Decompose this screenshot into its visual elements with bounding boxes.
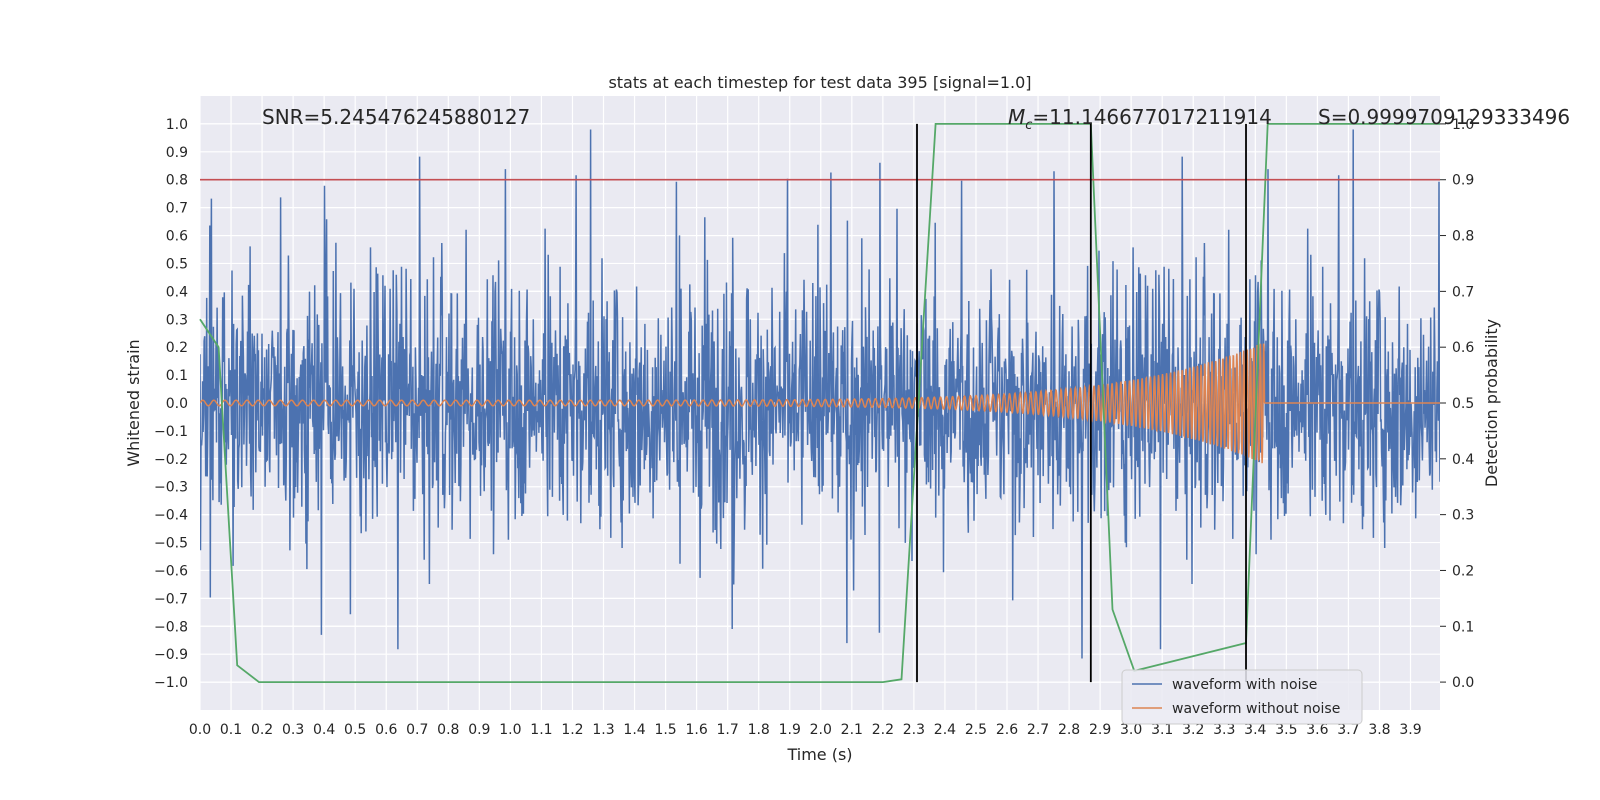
snr-annotation: SNR=5.245476245880127: [262, 105, 530, 129]
y-tick-label: −0.3: [154, 480, 188, 496]
chart-title: stats at each timestep for test data 395…: [608, 73, 1031, 92]
x-tick-label: 1.4: [623, 722, 645, 738]
x-tick-label: 2.7: [1027, 722, 1049, 738]
clean-waveform-line: [200, 343, 1440, 464]
x-tick-label: 2.2: [872, 722, 894, 738]
y-tick-label: 0.5: [166, 256, 188, 272]
y-tick-label: 0.9: [166, 145, 188, 161]
legend-label-noisy: waveform with noise: [1172, 677, 1317, 693]
x-tick-label: 1.9: [779, 722, 801, 738]
y2-tick-label: 0.5: [1452, 396, 1474, 412]
y-tick-label: 0.6: [166, 229, 188, 245]
x-tick-label: 3.8: [1368, 722, 1390, 738]
x-tick-label: 1.1: [530, 722, 552, 738]
legend: waveform with noise waveform without noi…: [1121, 669, 1363, 725]
y2-tick-label: 0.6: [1452, 340, 1474, 356]
x-tick-label: 1.7: [717, 722, 739, 738]
y-tick-label: 0.7: [166, 201, 188, 217]
y-tick-label: −0.1: [154, 424, 188, 440]
legend-label-clean: waveform without noise: [1172, 701, 1340, 717]
y2-tick-label: 0.4: [1452, 452, 1474, 468]
x-tick-label: 0.7: [406, 722, 428, 738]
x-tick-label: 1.5: [654, 722, 676, 738]
chirp-mass-subscript: c: [1025, 118, 1032, 133]
x-tick-label: 3.9: [1399, 722, 1421, 738]
y-tick-label: −0.2: [154, 452, 188, 468]
x-tick-label: 3.5: [1275, 722, 1297, 738]
y2-tick-label: 0.8: [1452, 229, 1474, 245]
y2-tick-label: 0.1: [1452, 619, 1474, 635]
score-annotation: S=0.9999709129333496: [1318, 105, 1570, 129]
x-tick-label: 3.0: [1120, 722, 1142, 738]
x-tick-label: 2.9: [1089, 722, 1111, 738]
y-tick-label: 0.3: [166, 312, 188, 328]
x-tick-label: 2.5: [965, 722, 987, 738]
y2-tick-label: 0.0: [1452, 675, 1474, 691]
y2-tick-label: 0.2: [1452, 563, 1474, 579]
x-tick-label: 0.4: [313, 722, 335, 738]
x-tick-label: 0.8: [437, 722, 459, 738]
y-tick-label: −0.7: [154, 591, 188, 607]
y2-axis-label: Detection probability: [1482, 319, 1501, 487]
x-tick-label: 0.0: [189, 722, 211, 738]
x-tick-label: 0.9: [468, 722, 490, 738]
x-tick-label: 2.8: [1058, 722, 1080, 738]
y-tick-label: −1.0: [154, 675, 188, 691]
x-tick-label: 0.1: [220, 722, 242, 738]
y2-tick-label: 1.0: [1452, 117, 1474, 133]
x-tick-label: 1.8: [748, 722, 770, 738]
y-tick-label: −0.4: [154, 508, 188, 524]
y-tick-label: 1.0: [166, 117, 188, 133]
x-tick-label: 1.6: [685, 722, 707, 738]
y-axis-label: Whitened strain: [124, 339, 143, 466]
y-tick-label: −0.9: [154, 647, 188, 663]
y2-tick-label: 0.9: [1452, 173, 1474, 189]
x-tick-label: 3.2: [1182, 722, 1204, 738]
x-tick-label: 2.4: [934, 722, 956, 738]
x-tick-label: 0.2: [251, 722, 273, 738]
series-layer: [200, 129, 1440, 659]
x-tick-label: 1.0: [499, 722, 521, 738]
x-tick-label: 3.7: [1337, 722, 1359, 738]
y2-tick-label: 0.3: [1452, 508, 1474, 524]
x-tick-label: 0.3: [282, 722, 304, 738]
x-tick-label: 3.3: [1213, 722, 1235, 738]
x-tick-label: 1.3: [592, 722, 614, 738]
chirp-mass-value: =11.146677017211914: [1032, 105, 1271, 129]
y-tick-label: 0.0: [166, 396, 188, 412]
y-tick-label: −0.8: [154, 619, 188, 635]
y-tick-label: −0.5: [154, 536, 188, 552]
y-tick-label: 0.1: [166, 368, 188, 384]
legend-box: [1121, 669, 1363, 725]
x-tick-label: 3.6: [1306, 722, 1328, 738]
x-tick-label: 0.5: [344, 722, 366, 738]
x-axis-label: Time (s): [786, 745, 852, 764]
x-tick-label: 3.4: [1244, 722, 1266, 738]
y-tick-label: 0.2: [166, 340, 188, 356]
overlay-layer: [199, 123, 1440, 683]
chirp-mass-symbol: M: [1008, 105, 1025, 129]
x-tick-label: 3.1: [1151, 722, 1173, 738]
x-tick-label: 2.3: [903, 722, 925, 738]
tick-labels: 0.0 0.1 0.2 0.3 0.4 0.5 0.6 0.7 0.8 0.9 1.0 1.1 1.2 1…: [154, 117, 1474, 738]
y-tick-label: 0.8: [166, 173, 188, 189]
x-tick-label: 2.0: [810, 722, 832, 738]
y-tick-label: −0.6: [154, 563, 188, 579]
x-tick-label: 2.1: [841, 722, 863, 738]
x-tick-label: 0.6: [375, 722, 397, 738]
y-tick-label: 0.4: [166, 284, 188, 300]
x-tick-label: 2.6: [996, 722, 1018, 738]
x-tick-label: 1.2: [561, 722, 583, 738]
chirp-mass-annotation: Mc=11.146677017211914: [1008, 105, 1272, 133]
y2-tick-label: 0.7: [1452, 284, 1474, 300]
